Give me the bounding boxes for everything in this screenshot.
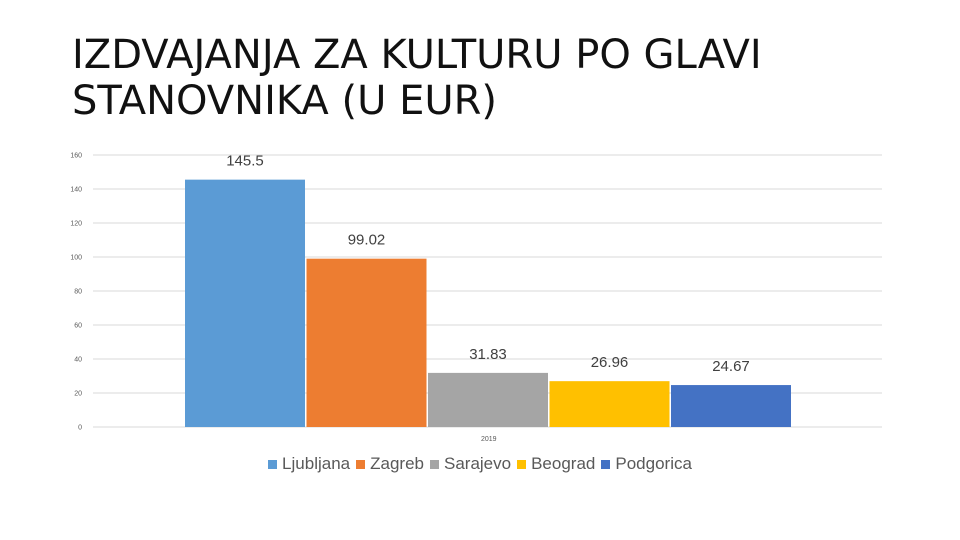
y-tick-label: 80 xyxy=(74,289,82,296)
y-axis-ticks: 0 20 40 60 80 100 120 140 160 xyxy=(70,153,82,432)
bar-beograd xyxy=(549,381,670,427)
bars xyxy=(185,179,791,427)
bar-chart: 0 20 40 60 80 100 120 140 160 145.5 99.02 31.83 26.… xyxy=(70,153,882,443)
x-axis-categories: 2019 xyxy=(481,436,497,443)
y-tick-label: 100 xyxy=(70,255,82,262)
legend-item-ljubljana: Ljubljana xyxy=(268,454,350,474)
chart-title: IZDVAJANJA ZA KULTURU PO GLAVI STANOVNIK… xyxy=(72,32,762,124)
y-tick-label: 40 xyxy=(74,357,82,364)
legend-item-sarajevo: Sarajevo xyxy=(429,454,512,474)
legend-swatch xyxy=(356,459,366,469)
legend-label: Podgorica xyxy=(615,454,692,473)
data-label-ljubljana: 145.5 xyxy=(226,153,264,170)
data-labels: 145.5 99.02 31.83 26.96 24.67 xyxy=(226,153,750,375)
legend-label: Beograd xyxy=(531,454,596,473)
x-category-label: 2019 xyxy=(481,436,497,443)
data-label-sarajevo: 31.83 xyxy=(469,346,507,363)
legend-swatch xyxy=(268,459,278,469)
y-tick-label: 20 xyxy=(74,391,82,398)
bar-podgorica xyxy=(671,385,791,427)
y-tick-label: 160 xyxy=(70,153,82,160)
legend-label: Sarajevo xyxy=(443,454,512,473)
legend-swatch xyxy=(517,459,527,469)
legend-item-zagreb: Zagreb xyxy=(356,454,424,474)
data-label-zagreb: 99.02 xyxy=(348,232,386,249)
data-label-beograd: 26.96 xyxy=(591,354,629,371)
bar-zagreb xyxy=(306,258,427,427)
y-tick-label: 120 xyxy=(70,221,82,228)
data-label-podgorica: 24.67 xyxy=(712,358,750,375)
legend-label: Ljubljana xyxy=(282,454,351,473)
legend-swatch xyxy=(601,459,611,469)
bar-ljubljana xyxy=(185,179,305,427)
legend: Ljubljana Zagreb Sarajevo Beograd Podgorica xyxy=(0,454,960,474)
legend-item-podgorica: Podgorica xyxy=(601,454,692,474)
bar-sarajevo xyxy=(428,372,548,427)
legend-label: Zagreb xyxy=(370,454,424,473)
legend-swatch xyxy=(429,459,439,469)
legend-item-beograd: Beograd xyxy=(517,454,595,474)
y-tick-label: 60 xyxy=(74,323,82,330)
y-tick-label: 140 xyxy=(70,187,82,194)
y-tick-label: 0 xyxy=(78,425,82,432)
